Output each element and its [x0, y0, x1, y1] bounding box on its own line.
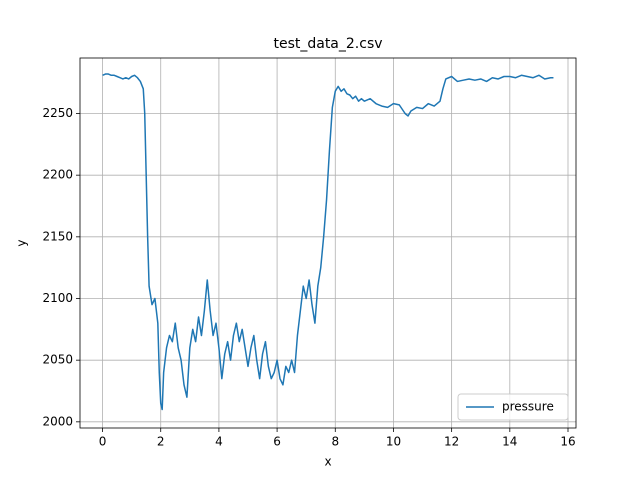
x-tick-label: 2 [157, 435, 165, 449]
x-tick-label: 16 [560, 435, 575, 449]
legend-box [457, 393, 569, 421]
chart-title: test_data_2.csv [273, 36, 382, 52]
x-tick-label: 4 [215, 435, 223, 449]
x-tick-label: 8 [331, 435, 339, 449]
axes-frame [79, 57, 577, 429]
y-tick-label: 2200 [42, 168, 73, 182]
x-tick-label: 14 [502, 435, 517, 449]
x-tick-label: 0 [99, 435, 107, 449]
y-tick-label: 2100 [42, 291, 73, 305]
y-tick-label: 2000 [42, 414, 73, 428]
legend: pressure [457, 393, 569, 421]
y-axis-label: y [15, 239, 29, 246]
x-tick-label: 12 [444, 435, 459, 449]
legend-label: pressure [502, 400, 554, 414]
x-tick-label: 10 [386, 435, 401, 449]
x-axis-label: x [324, 455, 331, 469]
y-tick-label: 2150 [42, 229, 73, 243]
x-tick-label: 6 [273, 435, 281, 449]
y-tick-label: 2050 [42, 353, 73, 367]
data-line [102, 73, 554, 411]
y-tick-label: 2250 [42, 106, 73, 120]
